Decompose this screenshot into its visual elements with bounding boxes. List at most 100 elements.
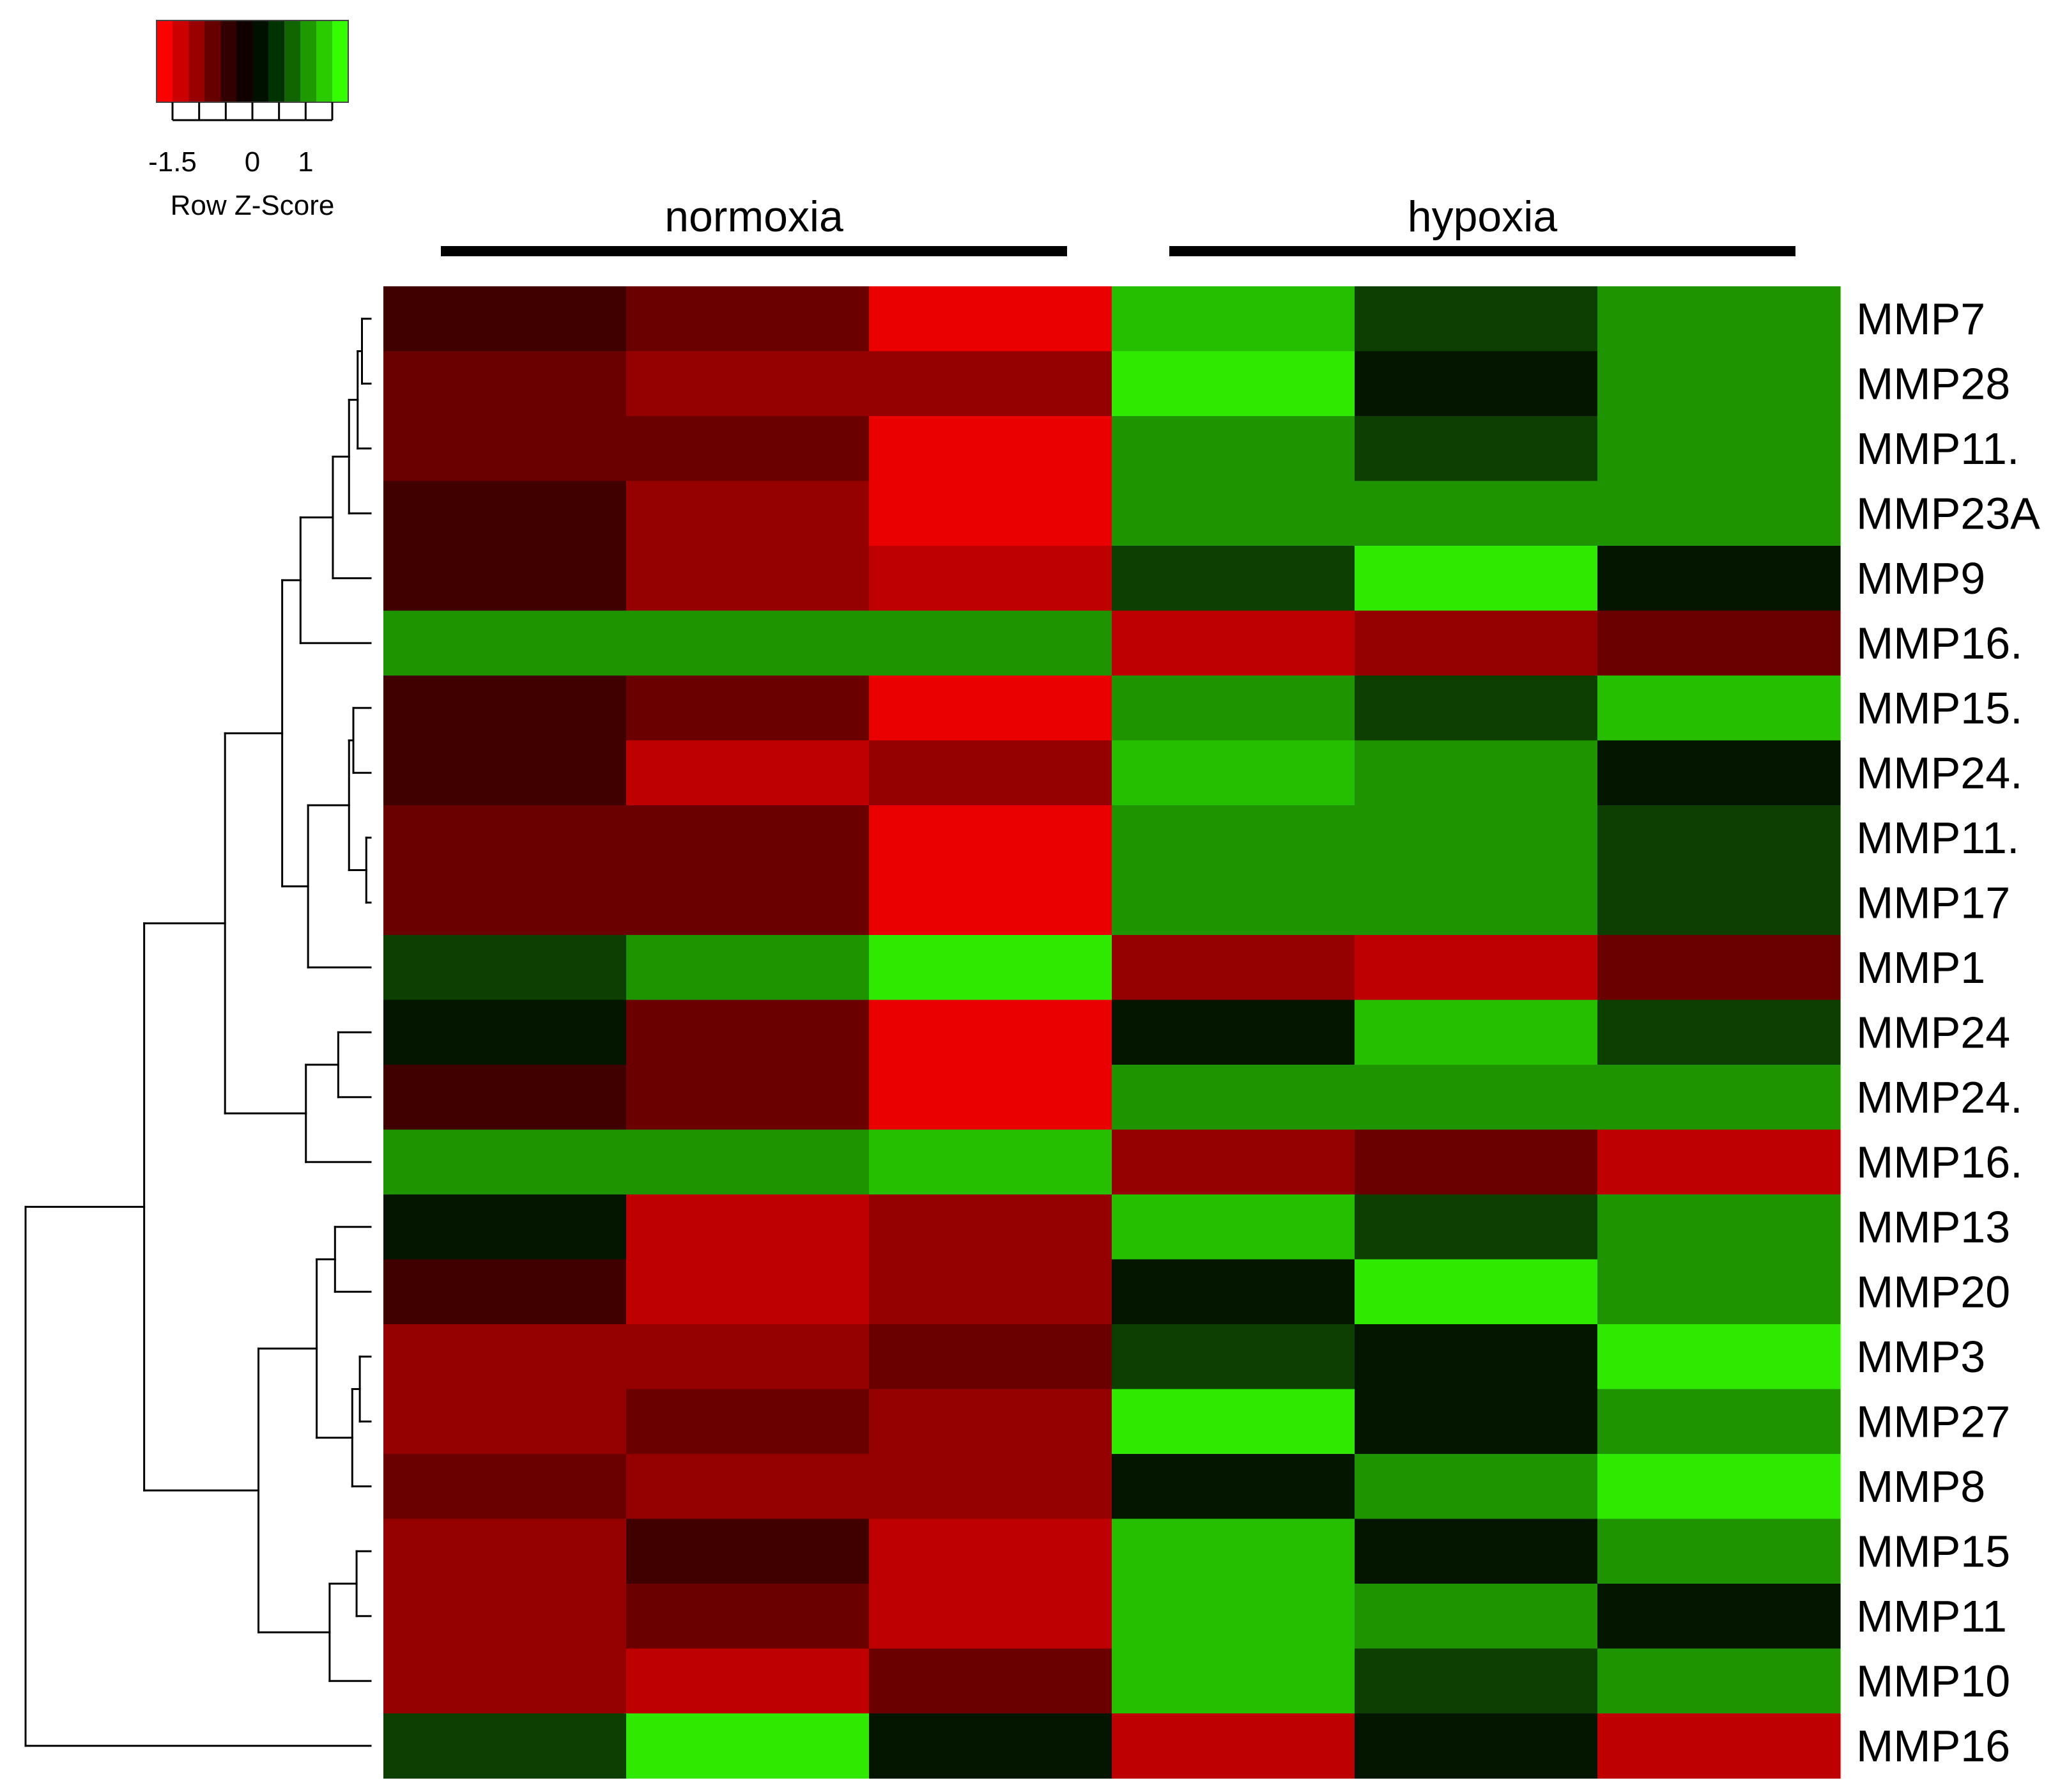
heatmap-cell xyxy=(1112,1194,1355,1260)
heatmap-cell xyxy=(1597,1648,1841,1714)
heatmap-cell xyxy=(626,351,870,417)
heatmap-cell xyxy=(1355,416,1598,482)
heatmap-cell xyxy=(869,286,1112,352)
heatmap-cell xyxy=(626,676,870,741)
heatmap-cell xyxy=(869,935,1112,1001)
heatmap-cell xyxy=(869,610,1112,676)
heatmap-cell xyxy=(626,286,870,352)
heatmap-cell xyxy=(1112,610,1355,676)
color-key-swatch xyxy=(316,20,333,102)
heatmap-cell xyxy=(383,546,627,612)
color-key-swatch xyxy=(220,20,237,102)
row-label: MMP9 xyxy=(1856,553,1985,603)
row-label: MMP11. xyxy=(1856,813,2019,863)
row-label: MMP15 xyxy=(1856,1526,2010,1576)
heatmap-cell xyxy=(1355,481,1598,546)
heatmap-cell xyxy=(869,1713,1112,1779)
heatmap-cell xyxy=(383,1259,627,1325)
row-label: MMP10 xyxy=(1856,1656,2010,1706)
heatmap-cell xyxy=(1597,1389,1841,1455)
heatmap-cell xyxy=(1112,481,1355,546)
heatmap-cell xyxy=(1112,870,1355,936)
heatmap-cell xyxy=(383,1065,627,1131)
color-key-swatch xyxy=(252,20,269,102)
row-label: MMP8 xyxy=(1856,1462,1985,1511)
heatmap-cell xyxy=(383,1454,627,1520)
color-key-ticks: -1.5 0 1 xyxy=(148,102,334,178)
heatmap-cell xyxy=(1355,1648,1598,1714)
heatmap-cell xyxy=(1355,1454,1598,1520)
heatmap-cell xyxy=(626,870,870,936)
heatmap-cell xyxy=(626,416,870,482)
heatmap-cell xyxy=(1355,935,1598,1001)
heatmap-cell xyxy=(869,1454,1112,1520)
heatmap-cell xyxy=(626,805,870,871)
heatmap-cell xyxy=(1112,1584,1355,1649)
heatmap-cell xyxy=(1597,740,1841,806)
column-groups: normoxia hypoxia xyxy=(441,192,1795,256)
row-label: MMP16. xyxy=(1856,1137,2023,1187)
column-group-label: normoxia xyxy=(665,192,843,241)
row-label: MMP27 xyxy=(1856,1396,2010,1446)
heatmap-cell xyxy=(869,1324,1112,1390)
heatmap-cell xyxy=(383,805,627,871)
heatmap-cell xyxy=(869,416,1112,482)
heatmap-cell xyxy=(1597,1065,1841,1131)
heatmap-cell xyxy=(1597,1454,1841,1520)
heatmap-cell xyxy=(869,870,1112,936)
row-labels: MMP7 MMP28 MMP11. MMP23A MMP9 MMP16. MMP15. MMP… xyxy=(1856,294,2040,1771)
row-label: MMP1 xyxy=(1856,943,1985,993)
heatmap-cell xyxy=(383,416,627,482)
heatmap-cell xyxy=(626,1584,870,1649)
heatmap-cell xyxy=(1112,805,1355,871)
heatmap-cell xyxy=(1112,1648,1355,1714)
heatmap-cell xyxy=(869,805,1112,871)
heatmap-cell xyxy=(1355,740,1598,806)
heatmap-cell xyxy=(1597,935,1841,1001)
heatmap-cell xyxy=(1355,351,1598,417)
heatmap-cell xyxy=(869,1389,1112,1455)
heatmap-cell xyxy=(1597,1194,1841,1260)
heatmap-cell xyxy=(1355,1584,1598,1649)
heatmap-cell xyxy=(1112,740,1355,806)
heatmap-cell xyxy=(1112,1129,1355,1195)
color-key-swatch xyxy=(332,20,349,102)
heatmap-cell xyxy=(1355,805,1598,871)
heatmap-cell xyxy=(1112,351,1355,417)
heatmap-cell xyxy=(626,610,870,676)
heatmap-cell xyxy=(1355,676,1598,741)
heatmap-cell xyxy=(1355,1389,1598,1455)
row-label: MMP16 xyxy=(1856,1721,2010,1771)
color-key-tick-label: 1 xyxy=(298,146,313,178)
row-label: MMP24. xyxy=(1856,748,2023,798)
heatmap-cell xyxy=(626,1648,870,1714)
heatmap-cell xyxy=(1597,1259,1841,1325)
heatmap-cell xyxy=(1597,286,1841,352)
heatmap-cell xyxy=(1112,676,1355,741)
heatmap-cell xyxy=(626,740,870,806)
heatmap-cell xyxy=(626,1129,870,1195)
heatmap-cell xyxy=(383,1713,627,1779)
heatmap-cell xyxy=(1112,1713,1355,1779)
heatmap-cell xyxy=(869,1648,1112,1714)
heatmap-cell xyxy=(383,1129,627,1195)
heatmap-cell xyxy=(1112,1259,1355,1325)
color-key-swatch xyxy=(284,20,301,102)
row-label: MMP20 xyxy=(1856,1267,2010,1317)
color-key-title: Row Z-Score xyxy=(171,190,335,221)
row-label: MMP24. xyxy=(1856,1072,2023,1122)
heatmap-cell xyxy=(869,676,1112,741)
row-label: MMP28 xyxy=(1856,359,2010,408)
heatmap-cell xyxy=(1597,351,1841,417)
heatmap-cell xyxy=(383,740,627,806)
heatmap-cell xyxy=(626,546,870,612)
heatmap-cell xyxy=(1597,1324,1841,1390)
heatmap-cell xyxy=(626,1518,870,1584)
heatmap-cell xyxy=(383,935,627,1001)
heatmap-cell xyxy=(1597,1584,1841,1649)
heatmap-cell xyxy=(1112,1518,1355,1584)
heatmap-cell xyxy=(1112,546,1355,612)
heatmap-cell xyxy=(383,870,627,936)
heatmap-cell xyxy=(1112,935,1355,1001)
